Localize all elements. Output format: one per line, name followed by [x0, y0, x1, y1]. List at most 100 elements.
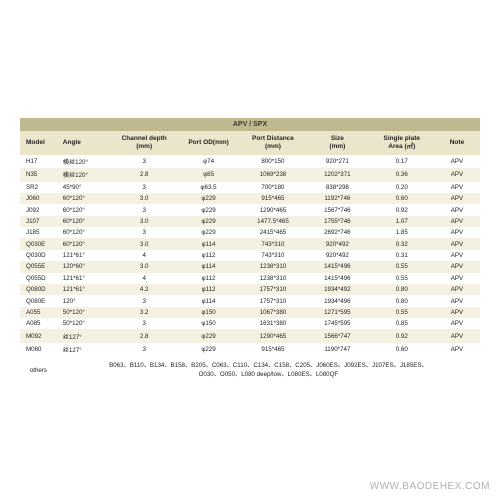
cell-area: 0.17	[370, 155, 434, 168]
cell-size: 1567*746	[305, 204, 369, 215]
cell-area: 0.60	[370, 193, 434, 204]
cell-depth: 3.0	[112, 193, 176, 204]
cell-model: A085	[20, 318, 57, 329]
cell-port: φ112	[176, 250, 240, 261]
table-row: A08550*120°3φ1501631*3801745*5950.85APV	[20, 318, 480, 329]
cell-note: APV	[434, 318, 480, 329]
cell-angle: 60*120°	[57, 204, 112, 215]
cell-note: APV	[434, 273, 480, 284]
cell-note: APV	[434, 182, 480, 193]
cell-model: Q055D	[20, 273, 57, 284]
cell-depth: 4	[112, 250, 176, 261]
cell-area: 0.31	[370, 250, 434, 261]
table-row: A05550*120°3.2φ1501067*3801271*5950.55AP…	[20, 307, 480, 318]
cell-note: APV	[434, 284, 480, 295]
cell-dist: 1757*310	[241, 295, 305, 306]
cell-model: J060	[20, 193, 57, 204]
cell-dist: 743*310	[241, 238, 305, 249]
cell-depth: 3	[112, 227, 176, 238]
cell-model: Q055E	[20, 261, 57, 272]
others-label: others	[20, 356, 57, 382]
cell-angle: 121*61°	[57, 250, 112, 261]
cell-dist: 800*150	[241, 155, 305, 168]
cell-port: φ229	[176, 193, 240, 204]
others-section: others B063、B110、B134、B158、B205、C063、C11…	[20, 356, 480, 382]
cell-note: APV	[434, 295, 480, 306]
cell-size: 1934*496	[305, 295, 369, 306]
cell-area: 0.55	[370, 273, 434, 284]
cell-angle: 横丝120°	[57, 168, 112, 181]
cell-angle: 60*120°	[57, 193, 112, 204]
cell-note: APV	[434, 329, 480, 342]
cell-area: 0.20	[370, 182, 434, 193]
cell-port: φ112	[176, 273, 240, 284]
cell-dist: 915*465	[241, 343, 305, 356]
cell-size: 1202*371	[305, 168, 369, 181]
spec-table: ModelAngleChannel depth(mm)Port OD(mm)Po…	[20, 131, 480, 382]
cell-angle: 50*120°	[57, 307, 112, 318]
table-body: H17横丝120°3φ74800*150920*2710.17APVN35横丝1…	[20, 155, 480, 356]
table-row: SR245*90°3φ63.5700*180838*2980.20APV	[20, 182, 480, 193]
watermark: WWW.BAODEHEX.COM	[370, 481, 490, 492]
cell-depth: 4	[112, 273, 176, 284]
table-row: Q055E120*60°3.0φ1141238*3101415*4960.55A…	[20, 261, 480, 272]
cell-note: APV	[434, 250, 480, 261]
table-head: ModelAngleChannel depth(mm)Port OD(mm)Po…	[20, 131, 480, 155]
cell-port: φ74	[176, 155, 240, 168]
cell-dist: 1757*310	[241, 284, 305, 295]
cell-port: φ150	[176, 318, 240, 329]
cell-model: A055	[20, 307, 57, 318]
cell-area: 0.36	[370, 168, 434, 181]
cell-dist: 915*465	[241, 193, 305, 204]
cell-note: APV	[434, 168, 480, 181]
cell-area: 0.55	[370, 261, 434, 272]
cell-depth: 3.0	[112, 238, 176, 249]
cell-depth: 3.0	[112, 261, 176, 272]
cell-note: APV	[434, 204, 480, 215]
cell-size: 1192*746	[305, 193, 369, 204]
cell-depth: 3	[112, 318, 176, 329]
cell-model: Q080E	[20, 295, 57, 306]
table-container: APV / SPX ModelAngleChannel depth(mm)Por…	[0, 118, 500, 382]
cell-depth: 2.8	[112, 329, 176, 342]
cell-port: φ114	[176, 238, 240, 249]
cell-dist: 1067*380	[241, 307, 305, 318]
cell-size: 838*298	[305, 182, 369, 193]
cell-depth: 3	[112, 343, 176, 356]
cell-area: 0.92	[370, 204, 434, 215]
cell-angle: 121*61°	[57, 273, 112, 284]
col-header-model: Model	[20, 131, 57, 155]
table-row: J18560*120°3φ2292415*4652692*7461.85APV	[20, 227, 480, 238]
col-header-area: Single plateArea (㎡)	[370, 131, 434, 155]
cell-dist: 1238*310	[241, 273, 305, 284]
cell-port: φ229	[176, 329, 240, 342]
cell-angle: 60*120°	[57, 216, 112, 227]
cell-size: 1415*496	[305, 261, 369, 272]
table-row: Q030E60*120°3.0φ114743*310920*4920.32APV	[20, 238, 480, 249]
cell-note: APV	[434, 307, 480, 318]
cell-size: 1755*746	[305, 216, 369, 227]
cell-area: 0.85	[370, 318, 434, 329]
cell-model: H17	[20, 155, 57, 168]
cell-model: J185	[20, 227, 57, 238]
cell-size: 920*492	[305, 238, 369, 249]
cell-dist: 743*310	[241, 250, 305, 261]
cell-port: φ229	[176, 216, 240, 227]
cell-note: APV	[434, 261, 480, 272]
cell-size: 1190*747	[305, 343, 369, 356]
col-header-depth: Channel depth(mm)	[112, 131, 176, 155]
col-header-note: Note	[434, 131, 480, 155]
table-row: Q080D121*61°4.2φ1121757*3101934*4920.80A…	[20, 284, 480, 295]
col-header-size: Size(mm)	[305, 131, 369, 155]
cell-area: 0.80	[370, 284, 434, 295]
cell-angle: 120*60°	[57, 261, 112, 272]
cell-dist: 1290*465	[241, 329, 305, 342]
cell-dist: 1290*465	[241, 204, 305, 215]
cell-port: φ229	[176, 343, 240, 356]
cell-area: 0.32	[370, 238, 434, 249]
table-row: Q030D121*61°4φ112743*310920*4920.31APV	[20, 250, 480, 261]
cell-size: 920*492	[305, 250, 369, 261]
cell-model: J092	[20, 204, 57, 215]
cell-angle: 丝127°	[57, 343, 112, 356]
table-row: M092丝127°2.8φ2291290*4651566*7470.92APV	[20, 329, 480, 342]
